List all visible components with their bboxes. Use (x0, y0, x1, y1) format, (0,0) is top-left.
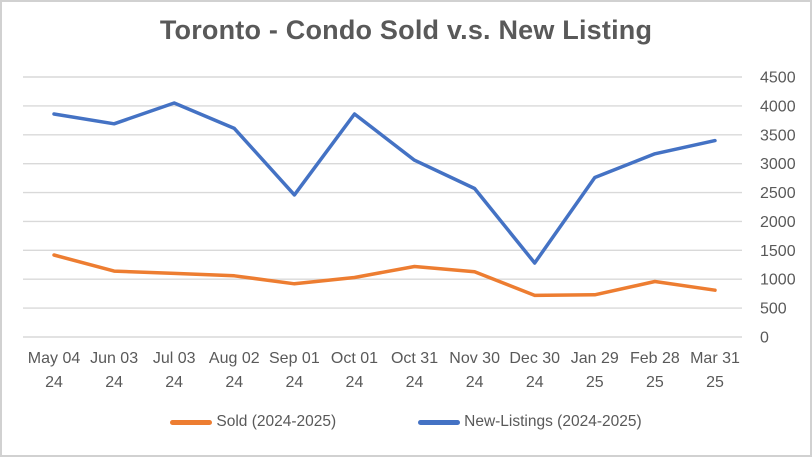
sold-series-swatch-icon (170, 419, 213, 425)
x-axis-tick-label: Jan 29 (571, 350, 619, 367)
y-axis-tick-label: 4500 (760, 70, 796, 87)
new-listings-series-swatch-icon (418, 419, 461, 425)
x-axis-tick-label: 24 (526, 374, 544, 391)
y-axis-tick-label: 4000 (760, 98, 796, 115)
x-axis-tick-label: Mar 31 (690, 350, 740, 367)
y-axis-tick-label: 500 (760, 301, 787, 318)
x-axis-tick-label: 25 (706, 374, 724, 391)
y-axis-tick-label: 1500 (760, 243, 796, 260)
series-line-new-listings (52, 101, 717, 265)
x-axis-tick-label: 25 (586, 374, 604, 391)
legend: Sold (2024-2025) New-Listings (2024-2025… (2, 413, 810, 431)
legend-item-new-listings: New-Listings (2024-2025) (418, 413, 642, 431)
y-axis-tick-label: 0 (760, 330, 769, 347)
x-axis-tick-label: Oct 31 (391, 350, 438, 367)
x-axis-tick-label: Oct 01 (331, 350, 378, 367)
y-axis-tick-label: 2000 (760, 214, 796, 231)
x-axis-tick-label: Jul 03 (153, 350, 196, 367)
x-axis-tick-label: Aug 02 (209, 350, 260, 367)
x-axis-tick-label: 24 (165, 374, 183, 391)
y-axis-tick-label: 1000 (760, 272, 796, 289)
x-axis-tick-label: Jun 03 (90, 350, 138, 367)
legend-item-sold: Sold (2024-2025) (170, 413, 336, 431)
x-axis-tick-label: Sep 01 (269, 350, 320, 367)
x-axis-tick-label: 24 (406, 374, 424, 391)
y-axis-tick-label: 3000 (760, 156, 796, 173)
x-axis-tick-label: 24 (225, 374, 243, 391)
legend-label-sold: Sold (2024-2025) (216, 413, 337, 430)
y-axis-tick-label: 2500 (760, 185, 796, 202)
chart-title: Toronto - Condo Sold v.s. New Listing (159, 15, 653, 45)
y-axis-tick-label: 3500 (760, 127, 796, 144)
x-axis-tick-label: May 04 (28, 350, 81, 367)
x-axis-tick-label: 24 (466, 374, 484, 391)
x-axis-tick-label: Feb 28 (630, 350, 680, 367)
x-axis-tick-label: Dec 30 (509, 350, 560, 367)
x-axis-tick-label: 24 (346, 374, 364, 391)
x-axis-tick-label: 24 (285, 374, 303, 391)
series-line-sold (52, 253, 717, 298)
legend-label-new-listings: New-Listings (2024-2025) (464, 413, 642, 430)
x-axis-tick-label: Nov 30 (449, 350, 500, 367)
x-axis-tick-label: 25 (646, 374, 664, 391)
x-axis-tick-label: 24 (45, 374, 63, 391)
x-axis-tick-label: 24 (105, 374, 123, 391)
